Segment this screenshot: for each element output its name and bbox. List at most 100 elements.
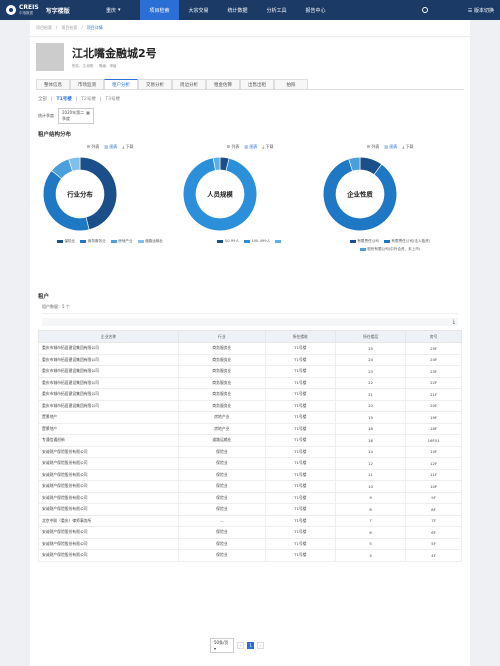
col-industry[interactable]: 行业 — [178, 330, 266, 343]
col-room[interactable]: 房号 — [405, 330, 462, 343]
city-selector[interactable]: 重庆 ▾ — [106, 7, 136, 14]
version-switch[interactable]: ☰ 版本切换 — [468, 7, 494, 14]
cell-room: 21F — [405, 388, 462, 401]
list-view-button[interactable]: ☰ 列表 — [226, 144, 240, 149]
user-icon[interactable] — [421, 7, 428, 13]
download-button[interactable]: ⤓ 下载 — [262, 144, 274, 149]
legend-item[interactable]: 50-99人 — [217, 239, 239, 244]
col-building[interactable]: 所在楼栋 — [264, 330, 336, 343]
cell-floor: 7 — [334, 514, 407, 527]
nav-item-reports[interactable]: 报告中心 — [305, 7, 326, 14]
list-view-button[interactable]: ☰ 列表 — [366, 144, 380, 149]
list-view-button[interactable]: ☰ 列表 — [86, 144, 100, 149]
tab-tenants[interactable]: 租户分析 — [104, 79, 138, 89]
donut-slice[interactable] — [182, 157, 258, 232]
cell-floor: 14 — [334, 445, 407, 458]
donut-slice[interactable] — [79, 156, 118, 231]
legend-item[interactable]: 股份有限公司(中外合资、未上市) — [359, 247, 421, 252]
table-row[interactable]: 安诚财产保险股份有限公司 保险业 T1号楼 11 11F — [38, 468, 462, 481]
prev-page-button[interactable]: ‹ — [237, 642, 244, 649]
legend-label: 保险业 — [64, 239, 76, 243]
subtab-t3[interactable]: T3号楼 — [105, 97, 121, 102]
cell-company: 安诚财产保险股份有限公司 — [38, 503, 179, 516]
table-row[interactable]: 专通信通创新 道路运输业 T1号楼 16 16F01 — [38, 434, 462, 447]
table-row[interactable]: 重庆市城市拓居建设集团有限公司 商务服务业 T1号楼 25 25F — [38, 342, 462, 355]
donut-slice[interactable] — [68, 156, 81, 172]
subtab-t1[interactable]: T1号楼 — [56, 97, 72, 102]
table-row[interactable]: 安诚财产保险股份有限公司 保险业 T1号楼 4 4F — [38, 549, 462, 562]
cell-company: 重庆市城市拓居建设集团有限公司 — [38, 399, 179, 412]
legend-swatch — [56, 240, 63, 243]
subtab-all[interactable]: 全部 — [38, 97, 47, 102]
legend-swatch — [383, 240, 390, 243]
table-row[interactable]: 置景地产 房地产业 T1号楼 18 18F — [38, 422, 462, 435]
download-icon[interactable]: ⤓ — [452, 319, 455, 325]
nav-item-deals[interactable]: 大宗交易 — [188, 7, 209, 14]
cell-building: T1号楼 — [264, 457, 336, 470]
legend-item[interactable]: 保险业 — [56, 239, 76, 244]
legend-item[interactable]: 100-499人 — [243, 239, 270, 244]
chart-view-button[interactable]: ▥ 图表 — [244, 144, 258, 149]
breadcrumb-item[interactable]: 项目检索 — [61, 25, 78, 30]
chart-view-button[interactable]: ▥ 图表 — [104, 144, 118, 149]
cell-building: T1号楼 — [264, 342, 336, 355]
next-page-button[interactable]: › — [257, 642, 264, 649]
donut-slice[interactable] — [348, 156, 361, 172]
nav-item-tools[interactable]: 分析工具 — [266, 7, 287, 14]
table-row[interactable]: 安诚财产保险股份有限公司 保险业 T1号楼 12 12F — [38, 457, 462, 470]
tab-photos[interactable]: 拍照 — [274, 79, 308, 89]
table-row[interactable]: 安诚财产保险股份有限公司 保险业 T1号楼 6 6F — [38, 526, 462, 539]
table-row[interactable]: 安诚财产保险股份有限公司 保险业 T1号楼 9 9F — [38, 491, 462, 504]
cell-building: T1号楼 — [264, 549, 336, 562]
page-size-select[interactable]: 50条/页 ▾ — [210, 638, 234, 653]
table-row[interactable]: 安诚财产保险股份有限公司 保险业 T1号楼 14 14F — [38, 445, 462, 458]
col-floor[interactable]: 所在楼层 — [334, 330, 407, 343]
tab-transactions[interactable]: 交易分析 — [138, 79, 172, 89]
tab-overview[interactable]: 整体信息 — [36, 79, 70, 89]
legend-item[interactable]: 道路运输业 — [137, 239, 163, 244]
tab-sale-lease[interactable]: 出售出租 — [240, 79, 274, 89]
donut-slice[interactable] — [42, 170, 90, 232]
chart-view-button[interactable]: ▥ 图表 — [384, 144, 398, 149]
download-button[interactable]: ⤓ 下载 — [402, 144, 414, 149]
page-number[interactable]: 1 — [247, 642, 254, 649]
quarter-select[interactable]: 2020年第二季度 ▦ — [58, 108, 94, 124]
legend-swatch — [275, 240, 282, 243]
table-row[interactable]: 重庆市城市拓居建设集团有限公司 商务服务业 T1号楼 20 20F — [38, 399, 462, 412]
chart-industry: ☰ 列表 ▥ 图表 ⤓ 下载 行业分布 保险业 商务服务业 房地产业 道路运输业 — [40, 142, 180, 262]
legend-item[interactable]: 房地产业 — [110, 239, 133, 244]
table-row[interactable]: 北京中联（重庆）律师事务所 — T1号楼 7 7F — [38, 514, 462, 527]
col-company[interactable]: 企业名称 — [38, 330, 179, 343]
chart-legend: 保险业 商务服务业 房地产业 道路运输业 — [40, 239, 180, 244]
donut-slice[interactable] — [322, 158, 398, 232]
subtab-t2[interactable]: T2号楼 — [81, 97, 96, 102]
logo[interactable]: CREIS 中指数据 写字楼版 — [0, 4, 100, 16]
list-label: 列表 — [91, 144, 100, 149]
donut-slice[interactable] — [212, 156, 221, 171]
table-row[interactable]: 重庆市城市拓居建设集团有限公司 商务服务业 T1号楼 23 23F — [38, 365, 462, 378]
download-button[interactable]: ⤓ 下载 — [122, 144, 134, 149]
legend-swatch — [349, 240, 356, 243]
breadcrumb-item[interactable]: 项目检索 — [36, 25, 52, 30]
table-row[interactable]: 置景地产 房地产业 T1号楼 19 19F — [38, 411, 462, 424]
legend-item[interactable]: 商务服务业 — [80, 239, 106, 244]
table-row[interactable]: 安诚财产保险股份有限公司 保险业 T1号楼 8 8F — [38, 503, 462, 516]
cell-building: T1号楼 — [264, 503, 336, 516]
legend-item[interactable]: 有限责任公司(法人独资) — [383, 239, 430, 244]
table-row[interactable]: 重庆市城市拓居建设集团有限公司 商务服务业 T1号楼 21 21F — [38, 388, 462, 401]
legend-item[interactable]: 有限责任公司 — [349, 239, 379, 244]
tab-surroundings[interactable]: 周边分析 — [172, 79, 206, 89]
nav-item-search[interactable]: 项目检索 — [140, 0, 179, 20]
tab-market[interactable]: 市场监测 — [70, 79, 104, 89]
cell-company: 重庆市城市拓居建设集团有限公司 — [38, 365, 179, 378]
cell-room: 9F — [405, 491, 462, 504]
logo-sub: 中指数据 — [19, 10, 33, 15]
legend-item[interactable] — [275, 239, 283, 244]
table-row[interactable]: 安诚财产保险股份有限公司 保险业 T1号楼 10 10F — [38, 480, 462, 493]
nav-item-stats[interactable]: 统计数据 — [227, 7, 248, 14]
legend-label: 股份有限公司(中外合资、未上市) — [367, 247, 421, 251]
table-row[interactable]: 重庆市城市拓居建设集团有限公司 商务服务业 T1号楼 22 22F — [38, 376, 462, 389]
table-row[interactable]: 重庆市城市拓居建设集团有限公司 商务服务业 T1号楼 24 24F — [38, 353, 462, 366]
table-row[interactable]: 安诚财产保险股份有限公司 保险业 T1号楼 5 5F — [38, 537, 462, 550]
tab-rent-estimate[interactable]: 租金估算 — [206, 79, 240, 89]
